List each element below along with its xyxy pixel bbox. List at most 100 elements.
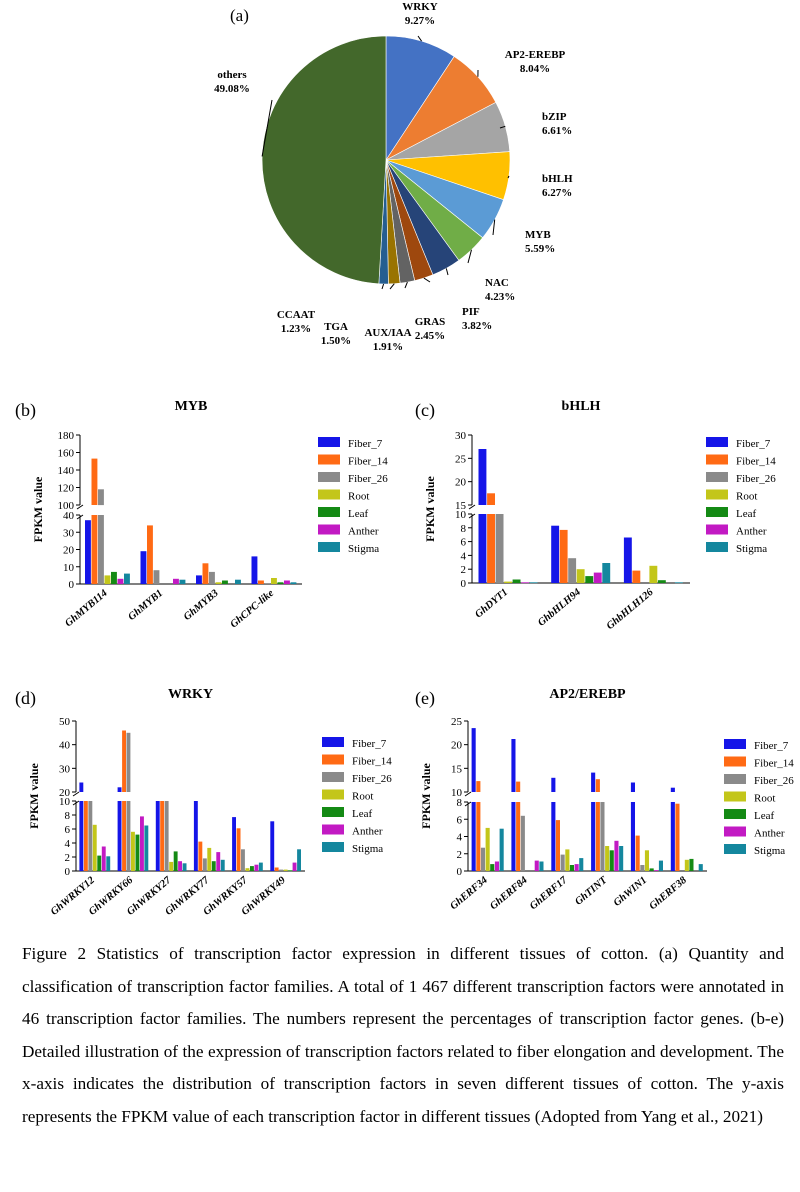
legend-label-e: Root	[754, 793, 775, 805]
bar-b	[251, 556, 258, 584]
legend-label-d: Fiber_14	[352, 756, 392, 768]
bar-d	[83, 801, 88, 871]
pie-percent-wrky: 9.27%	[405, 15, 435, 27]
y-tick-label-c: 20	[455, 477, 467, 489]
bar-d	[122, 730, 126, 792]
axis-break-mark-e	[464, 791, 472, 797]
bar-d	[236, 828, 241, 871]
bar-d	[122, 801, 126, 871]
bar-e	[516, 802, 521, 871]
legend-label-e: Stigma	[754, 845, 785, 857]
pie-label-ap2-erebp: AP2-EREBP	[505, 49, 566, 61]
bar-c	[559, 529, 568, 583]
category-label-b: GhMYB114	[63, 588, 109, 629]
bar-d	[207, 847, 212, 871]
bar-e	[490, 864, 495, 871]
bar-b	[258, 580, 264, 584]
legend-label-e: Fiber_14	[754, 758, 794, 770]
bar-d	[274, 867, 279, 871]
pie-label-gras: GRAS	[415, 316, 446, 328]
legend-swatch-c	[706, 542, 728, 552]
y-tick-label-c: 6	[461, 537, 467, 549]
bar-e	[539, 861, 544, 871]
category-label-c: GhbHLH94	[536, 587, 583, 629]
axis-break-mark-e	[464, 801, 472, 807]
bar-c	[593, 572, 602, 583]
bar-d	[160, 801, 165, 871]
legend-label-d: Fiber_26	[352, 773, 392, 785]
bar-b	[140, 551, 147, 584]
bar-b	[104, 575, 111, 584]
bar-c	[585, 576, 594, 583]
leader-line-bzip	[499, 125, 506, 129]
bar-e	[595, 802, 600, 871]
bar-e	[670, 787, 675, 792]
bar-d	[216, 852, 221, 871]
panel-label-e: (e)	[415, 688, 435, 709]
bar-b	[91, 458, 98, 505]
leader-line-gras	[423, 277, 431, 283]
chart-title-b: MYB	[175, 399, 208, 414]
leader-line-others	[261, 99, 273, 157]
leader-line-nac	[467, 249, 472, 264]
legend-swatch-d	[322, 824, 344, 835]
bar-c	[495, 514, 504, 583]
legend-swatch-d	[322, 737, 344, 747]
bar-e	[658, 860, 663, 871]
legend-swatch-c	[706, 507, 728, 517]
legend-label-e: Leaf	[754, 810, 774, 822]
pie-label-others: others	[217, 69, 247, 81]
bar-c	[551, 525, 560, 583]
y-tick-label-c: 8	[461, 523, 467, 535]
bar-c	[521, 582, 529, 584]
pie-percent-myb: 5.59%	[525, 243, 555, 255]
bar-d	[97, 855, 102, 871]
bar-e	[591, 802, 596, 871]
bar-b	[153, 570, 160, 584]
y-tick-label-b: 160	[58, 448, 75, 460]
bar-e	[560, 854, 565, 871]
bar-e	[476, 802, 481, 871]
y-tick-label-b: 0	[69, 579, 75, 591]
y-axis-label-d: FPKM value	[27, 763, 41, 829]
bar-e	[630, 782, 635, 792]
category-label-c: GhbHLH126	[605, 586, 656, 632]
legend-swatch-d	[322, 754, 344, 765]
y-tick-label-d: 4	[65, 838, 71, 850]
y-tick-label-d: 0	[65, 866, 71, 878]
leader-line-aux-iaa	[404, 281, 408, 289]
bar-b	[215, 582, 222, 584]
bar-chart-e: (e) AP2/EREBP FPKM value 10 15 20 25 0 2 4 6 8 GhERF…	[415, 687, 794, 912]
pie-chart-a: (a) WRKY 9.27% AP2-EREBP 8.04% bZIP 6.61% bHLH 6…	[214, 1, 573, 353]
pie-percent-ap2-erebp: 8.04%	[520, 63, 550, 75]
bar-chart-b: (b) MYB FPKM value 100 120 140 160 180 0 10 20 30 40…	[15, 399, 388, 630]
legend-label-e: Anther	[754, 828, 785, 840]
bar-e	[600, 802, 605, 871]
legend-swatch-b	[318, 472, 340, 482]
bar-d	[258, 862, 263, 871]
y-tick-label-c: 4	[461, 550, 467, 562]
legend-label-c: Stigma	[736, 543, 767, 555]
legend-swatch-d	[322, 789, 344, 800]
bar-c	[478, 449, 487, 505]
y-tick-label-d: 30	[59, 763, 71, 775]
panel-label-d: (d)	[15, 688, 36, 709]
legend-label-b: Root	[348, 491, 369, 503]
legend-swatch-c	[706, 472, 728, 482]
legend-label-c: Fiber_26	[736, 473, 776, 485]
y-tick-label-e: 25	[451, 716, 463, 728]
bar-e	[619, 846, 624, 871]
y-tick-label-e: 20	[451, 740, 463, 752]
legend-label-b: Fiber_14	[348, 456, 388, 468]
legend-swatch-e	[724, 826, 746, 837]
bar-e	[485, 827, 490, 871]
bar-e	[675, 803, 680, 871]
category-label-b: GhMYB1	[126, 588, 165, 623]
y-tick-label-b: 120	[58, 483, 75, 495]
bar-c	[632, 570, 641, 583]
pie-label-bzip: bZIP	[542, 111, 567, 123]
figure-caption: Figure 2 Statistics of transcription fac…	[22, 944, 784, 1126]
legend-label-c: Fiber_7	[736, 438, 771, 450]
bar-e	[511, 802, 516, 871]
y-tick-label-e: 2	[457, 849, 463, 861]
